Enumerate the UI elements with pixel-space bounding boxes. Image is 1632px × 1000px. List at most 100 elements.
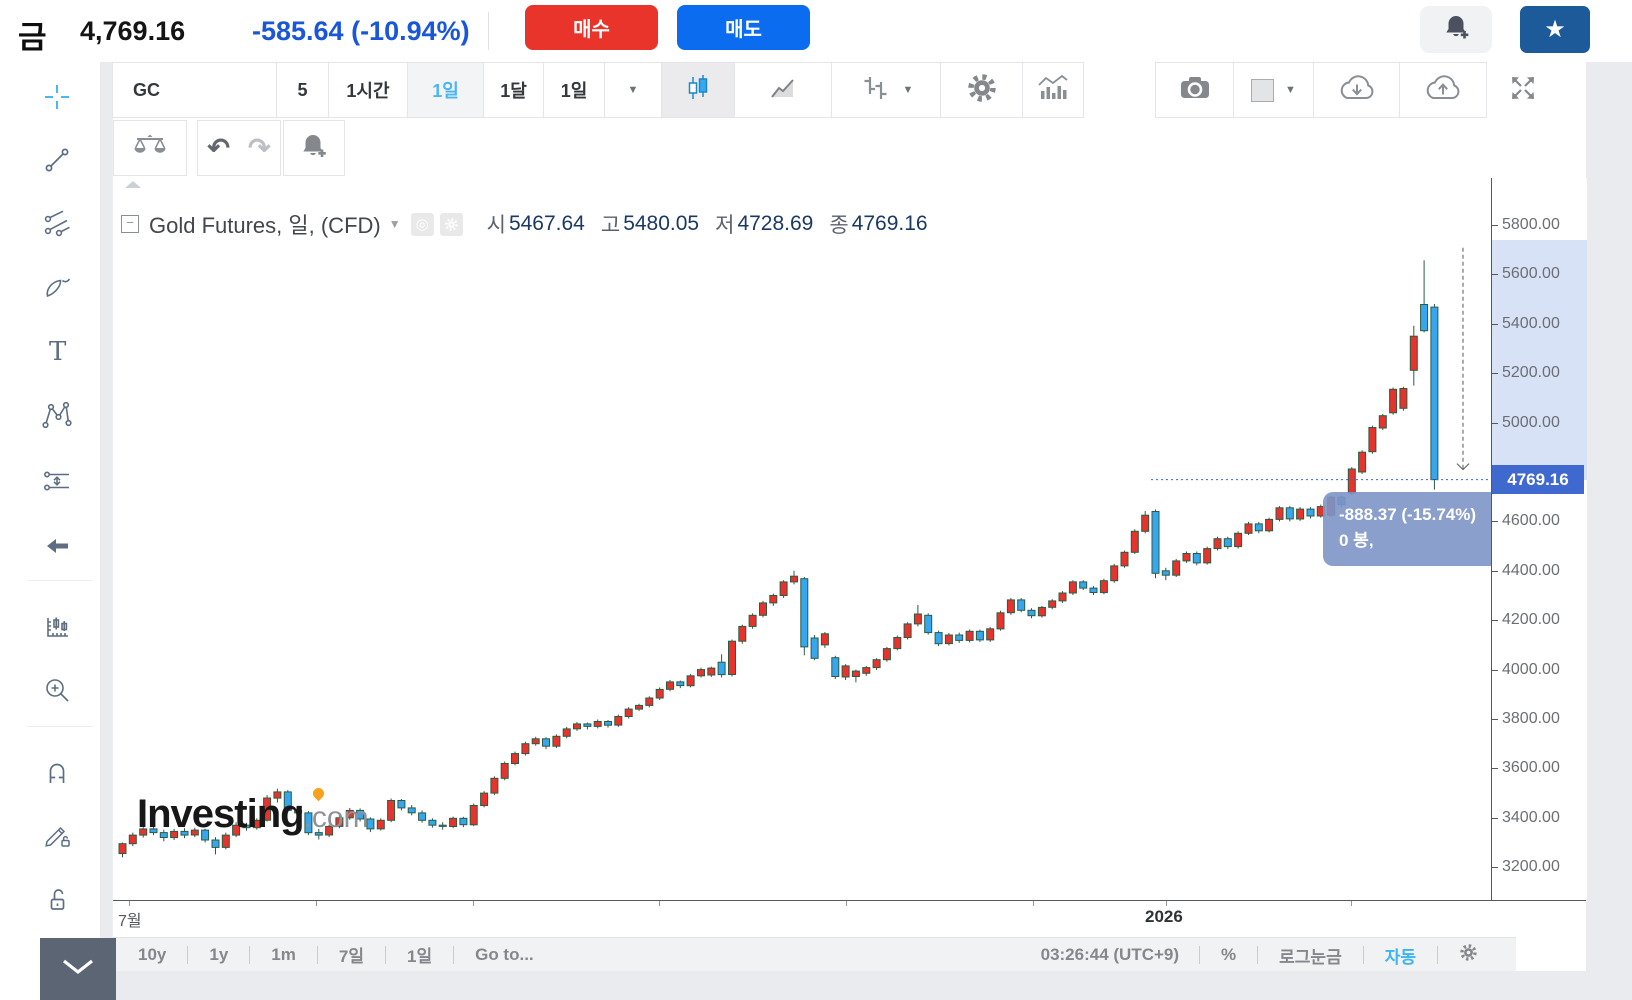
bars-style-button[interactable]: ▼: [831, 62, 941, 118]
compare-scales-button[interactable]: [113, 120, 187, 176]
open-label: 시: [486, 214, 506, 237]
legend-title: Gold Futures, 일, (CFD): [149, 213, 381, 238]
price-tick-label: 4200.00: [1502, 611, 1560, 628]
zoom-in-tool[interactable]: [42, 675, 72, 705]
lock-all-tool[interactable]: [42, 883, 72, 913]
bottom-divider: [187, 945, 189, 964]
bell-plus-icon: [1440, 11, 1472, 48]
time-axis[interactable]: 7월 2026: [113, 900, 1586, 938]
price-tick-label: 5600.00: [1502, 265, 1560, 282]
percent-scale-button[interactable]: %: [1221, 945, 1237, 964]
fullscreen-icon: [1508, 73, 1538, 108]
visibility-icon[interactable]: ◎: [410, 212, 434, 236]
interval-1d-button[interactable]: 1일: [407, 62, 484, 118]
scales-icon: [130, 130, 170, 167]
measure-range-band: [1492, 240, 1587, 480]
series-settings-icon[interactable]: [439, 212, 463, 236]
price-tick-label: 3600.00: [1502, 759, 1560, 776]
time-tick: [316, 901, 317, 906]
legend-collapse-button[interactable]: −: [121, 215, 139, 233]
time-tick: [846, 901, 847, 906]
range-1y-button[interactable]: 1y: [209, 944, 229, 964]
interval-dropdown-button[interactable]: ▼: [604, 62, 662, 118]
load-chart-button[interactable]: [1313, 62, 1400, 118]
bottom-divider: [1257, 946, 1259, 964]
price-tick: [1492, 867, 1498, 868]
range-1m-button[interactable]: 1m: [271, 944, 296, 964]
bottom-divider: [249, 945, 251, 964]
svg-text:T: T: [49, 337, 67, 366]
candlestick-style-button[interactable]: [661, 62, 735, 118]
close-value: 4769.16: [851, 212, 928, 235]
brush-tool[interactable]: [42, 272, 72, 302]
ohlc-bars-icon: [859, 73, 891, 108]
toolbar-gap: [1083, 62, 1156, 118]
magnet-tool[interactable]: [42, 757, 72, 787]
drawing-lock-tool[interactable]: [42, 820, 72, 850]
month-label: 7월: [118, 913, 142, 930]
price-chart[interactable]: [113, 178, 1491, 900]
drawing-toolbar: T: [0, 62, 116, 1000]
price-axis[interactable]: 5800.005600.005400.005200.005000.004800.…: [1491, 178, 1587, 900]
auto-scale-button[interactable]: 자동: [1384, 947, 1416, 967]
bottom-divider: [1199, 946, 1201, 964]
measure-forecast-tool[interactable]: [42, 612, 72, 642]
chevron-down-icon: [60, 958, 96, 981]
bottom-divider: [453, 945, 455, 964]
bottom-settings-button[interactable]: [1459, 943, 1478, 967]
price-tick-label: 3400.00: [1502, 809, 1560, 826]
chevron-down-icon[interactable]: ▼: [388, 217, 401, 231]
alert-bell-button[interactable]: [1420, 6, 1492, 53]
collapse-toolbar-arrow[interactable]: [125, 181, 141, 188]
header-divider: [488, 12, 489, 50]
gear-icon: [966, 72, 998, 109]
clock-label[interactable]: 03:26:44 (UTC+9): [1040, 945, 1180, 964]
interval-custom-button[interactable]: 1일: [543, 62, 605, 118]
interval-5m-button[interactable]: 5: [276, 62, 329, 118]
long-position-tool[interactable]: [42, 466, 72, 496]
chevron-down-icon: ▼: [902, 84, 914, 96]
price-tick-label: 5800.00: [1502, 216, 1560, 233]
ohlc-values: 시 5467.64 고 5480.05 저 4728.69 종 4769.16: [487, 209, 944, 239]
range-10y-button[interactable]: 10y: [138, 944, 167, 964]
log-scale-button[interactable]: 로그눈금: [1279, 947, 1342, 967]
symbol-search-button[interactable]: GC: [112, 62, 277, 118]
range-1d-button[interactable]: 1일: [406, 947, 433, 966]
chevron-down-icon: ▼: [1285, 84, 1296, 96]
measure-tooltip: -888.37 (-15.74%) 0 봉,: [1323, 492, 1518, 566]
save-chart-button[interactable]: [1399, 62, 1487, 118]
more-tools-button[interactable]: [40, 938, 116, 1000]
star-icon: ★: [1544, 16, 1566, 43]
crosshair-tool[interactable]: [42, 82, 72, 112]
goto-date-button[interactable]: Go to...: [475, 944, 534, 964]
gann-fib-tool[interactable]: [42, 209, 72, 239]
layout-square-icon: [1251, 78, 1275, 102]
price-tick-label: 5200.00: [1502, 364, 1560, 381]
sell-button[interactable]: 매도: [677, 5, 810, 50]
undo-button[interactable]: ↶: [207, 132, 230, 163]
range-7d-button[interactable]: 7일: [338, 947, 364, 966]
snapshot-camera-button[interactable]: [1155, 62, 1234, 118]
add-alert-button[interactable]: [283, 120, 345, 176]
chart-panel: GC 5 1시간 1일 1달 1일 ▼ ▼ ▼: [112, 62, 1587, 971]
layout-select-button[interactable]: ▼: [1233, 62, 1314, 118]
settings-gear-button[interactable]: [940, 62, 1023, 118]
redo-button[interactable]: ↷: [248, 132, 271, 163]
favorite-star-button[interactable]: ★: [1520, 6, 1590, 53]
indicators-button[interactable]: [1022, 62, 1084, 118]
price-tick: [1492, 620, 1498, 621]
back-arrow-tool[interactable]: [42, 531, 72, 561]
measure-bars: 0 봉,: [1339, 531, 1374, 550]
fullscreen-button[interactable]: [1495, 62, 1550, 118]
trendline-tool[interactable]: [42, 145, 72, 175]
price-tick: [1492, 818, 1498, 819]
price-tick-label: 3200.00: [1502, 858, 1560, 875]
close-label: 종: [829, 214, 849, 237]
text-tool[interactable]: T: [42, 336, 72, 367]
bell-plus-icon: [298, 130, 330, 167]
xabcd-pattern-tool[interactable]: [42, 400, 72, 430]
interval-1mo-button[interactable]: 1달: [483, 62, 544, 118]
area-style-button[interactable]: [734, 62, 832, 118]
interval-1h-button[interactable]: 1시간: [328, 62, 408, 118]
buy-button[interactable]: 매수: [525, 5, 658, 50]
